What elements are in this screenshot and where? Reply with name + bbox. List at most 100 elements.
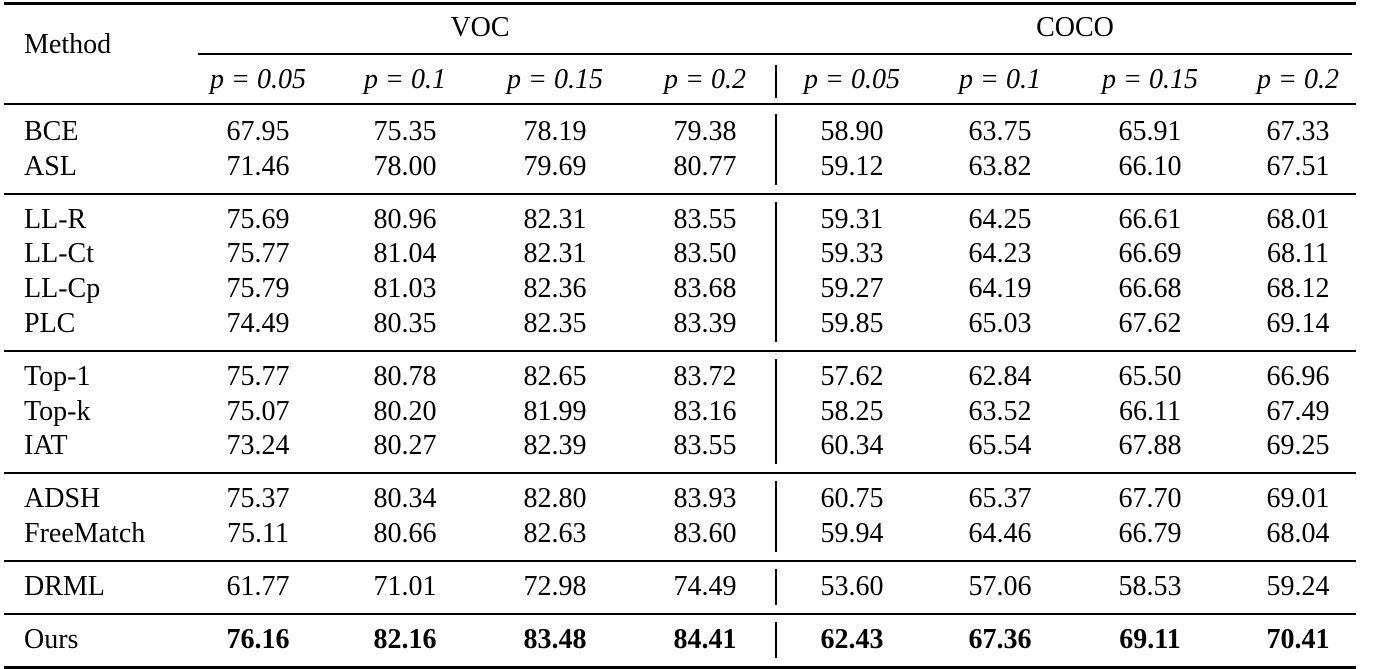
cell: 80.77 [673,150,737,182]
cell: 63.75 [968,116,1032,147]
cell: 70.41 [1266,623,1330,655]
column-header: p = 0.05 [210,64,306,95]
cell: 83.93 [673,483,737,515]
cell: 61.77 [226,570,290,602]
cell: 81.04 [373,238,437,270]
column-header: p = 0.2 [1257,64,1339,95]
cell: 80.35 [373,307,437,339]
cell: 65.37 [968,483,1032,515]
cell: 74.49 [673,570,737,602]
cell: 81.99 [523,395,587,427]
cell: 58.53 [1118,570,1182,602]
row-label: LL-Ct [24,238,94,270]
cell: 59.12 [820,150,884,182]
cell: 72.98 [523,570,587,602]
cell: 83.16 [673,395,737,427]
cell: 80.27 [373,430,437,462]
cell: 78.19 [523,116,587,147]
cell: 64.25 [968,203,1032,235]
cell: 66.11 [1119,395,1181,427]
cell: 83.50 [673,238,737,270]
row-label: PLC [24,307,76,339]
cell: 64.23 [968,238,1032,270]
cell: 68.04 [1266,517,1330,549]
column-separator [775,65,777,98]
cell: 67.62 [1118,307,1182,339]
cell: 68.01 [1266,203,1330,235]
column-separator [775,358,777,465]
cell: 75.77 [226,238,290,270]
cell: 82.16 [373,623,437,655]
header-method: Method [24,29,112,60]
cell: 62.43 [820,623,884,655]
cell: 75.11 [227,517,289,549]
cell: 83.48 [523,623,587,655]
column-separator [775,481,777,552]
rule [4,349,1356,352]
cell: 57.06 [968,570,1032,602]
cell: 75.07 [226,395,290,427]
cell: 67.36 [968,623,1032,655]
rule [198,53,1352,55]
cell: 65.03 [968,307,1032,339]
row-label: Top-1 [24,360,91,392]
cell: 65.91 [1118,116,1182,147]
cell: 65.50 [1118,360,1182,392]
cell: 75.35 [373,116,437,147]
column-separator [775,201,777,342]
rule [4,559,1356,562]
cell: 60.34 [820,430,884,462]
cell: 82.63 [523,517,587,549]
column-header: p = 0.15 [1102,64,1198,95]
cell: 71.46 [226,150,290,182]
column-separator [775,568,777,605]
row-label: ASL [24,150,77,182]
cell: 75.79 [226,273,290,305]
column-separator [775,114,777,185]
cell: 67.33 [1266,116,1330,147]
cell: 67.95 [226,116,290,147]
cell: 84.41 [673,623,737,655]
cell: 59.85 [820,307,884,339]
cell: 66.61 [1118,203,1182,235]
cell: 66.96 [1266,360,1330,392]
row-label: Ours [24,623,79,655]
cell: 82.36 [523,273,587,305]
cell: 82.31 [523,238,587,270]
rule [4,472,1356,475]
cell: 75.69 [226,203,290,235]
group-header: VOC [450,12,510,43]
cell: 63.52 [968,395,1032,427]
cell: 58.25 [820,395,884,427]
cell: 78.00 [373,150,437,182]
cell: 79.69 [523,150,587,182]
rule [4,612,1356,615]
cell: 58.90 [820,116,884,147]
cell: 75.77 [226,360,290,392]
cell: 66.68 [1118,273,1182,305]
row-label: LL-R [24,203,87,235]
row-label: ADSH [24,483,101,515]
row-label: IAT [24,430,68,462]
cell: 64.19 [968,273,1032,305]
cell: 80.96 [373,203,437,235]
cell: 76.16 [226,623,290,655]
cell: 66.79 [1118,517,1182,549]
cell: 79.38 [673,116,737,147]
column-header: p = 0.1 [364,64,446,95]
column-header: p = 0.15 [507,64,603,95]
cell: 64.46 [968,517,1032,549]
column-separator [775,621,777,658]
cell: 83.60 [673,517,737,549]
cell: 69.25 [1266,430,1330,462]
cell: 68.11 [1267,238,1329,270]
cell: 83.39 [673,307,737,339]
cell: 68.12 [1266,273,1330,305]
cell: 67.70 [1118,483,1182,515]
column-header: p = 0.2 [664,64,746,95]
row-label: LL-Cp [24,273,101,305]
column-header: p = 0.05 [804,64,900,95]
row-label: DRML [24,570,105,602]
cell: 81.03 [373,273,437,305]
column-header: p = 0.1 [959,64,1041,95]
